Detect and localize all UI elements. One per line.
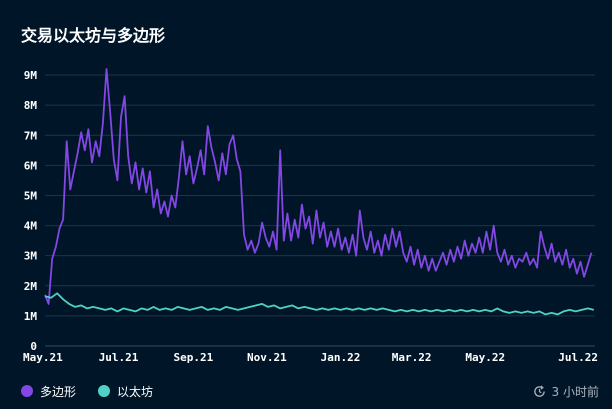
x-tick-label: Nov.21 — [247, 351, 287, 364]
y-tick-label: 2M — [24, 280, 38, 293]
x-tick-label: Sep.21 — [173, 351, 213, 364]
series-line-ethereum — [44, 292, 595, 316]
series-lines — [44, 68, 595, 316]
y-tick-label: 5M — [24, 189, 38, 202]
x-tick-label: Jul.21 — [99, 351, 139, 364]
y-axis-ticks: 0 1M 2M 3M 4M 5M 6M 7M 8M 9M — [24, 69, 38, 353]
chart-title: 交易以太坊与多边形 — [21, 26, 166, 45]
x-tick-label: Jan.22 — [321, 351, 361, 364]
legend-swatch-ethereum — [98, 385, 111, 397]
y-tick-label: 7M — [24, 129, 38, 142]
legend: 多边形 以太坊 — [21, 382, 175, 400]
y-tick-label: 6M — [24, 159, 38, 172]
legend-swatch-polygon — [21, 385, 33, 397]
x-axis-ticks: May.21 Jul.21 Sep.21 Nov.21 Jan.22 Mar.22 May.… — [23, 351, 598, 364]
x-tick-label: May.22 — [465, 351, 505, 364]
x-tick-label: Jul.22 — [558, 351, 598, 364]
legend-item-ethereum[interactable]: 以太坊 — [98, 383, 153, 400]
legend-item-polygon[interactable]: 多边形 — [21, 383, 76, 400]
last-updated-text: 3 小时前 — [551, 384, 599, 399]
last-updated: 3 小时前 — [533, 382, 599, 400]
series-line-polygon — [44, 68, 593, 305]
x-tick-label: May.21 — [23, 351, 63, 364]
y-tick-label: 8M — [24, 99, 38, 112]
y-tick-label: 3M — [24, 250, 38, 263]
y-tick-label: 9M — [24, 69, 38, 82]
clock-refresh-icon — [533, 384, 545, 397]
legend-label-ethereum: 以太坊 — [117, 384, 154, 399]
legend-label-polygon: 多边形 — [40, 384, 77, 399]
y-tick-label: 1M — [24, 310, 38, 323]
y-tick-label: 4M — [24, 220, 38, 233]
y-tick-label: 0 — [30, 340, 37, 353]
gridlines — [45, 74, 595, 347]
x-tick-label: Mar.22 — [392, 351, 432, 364]
